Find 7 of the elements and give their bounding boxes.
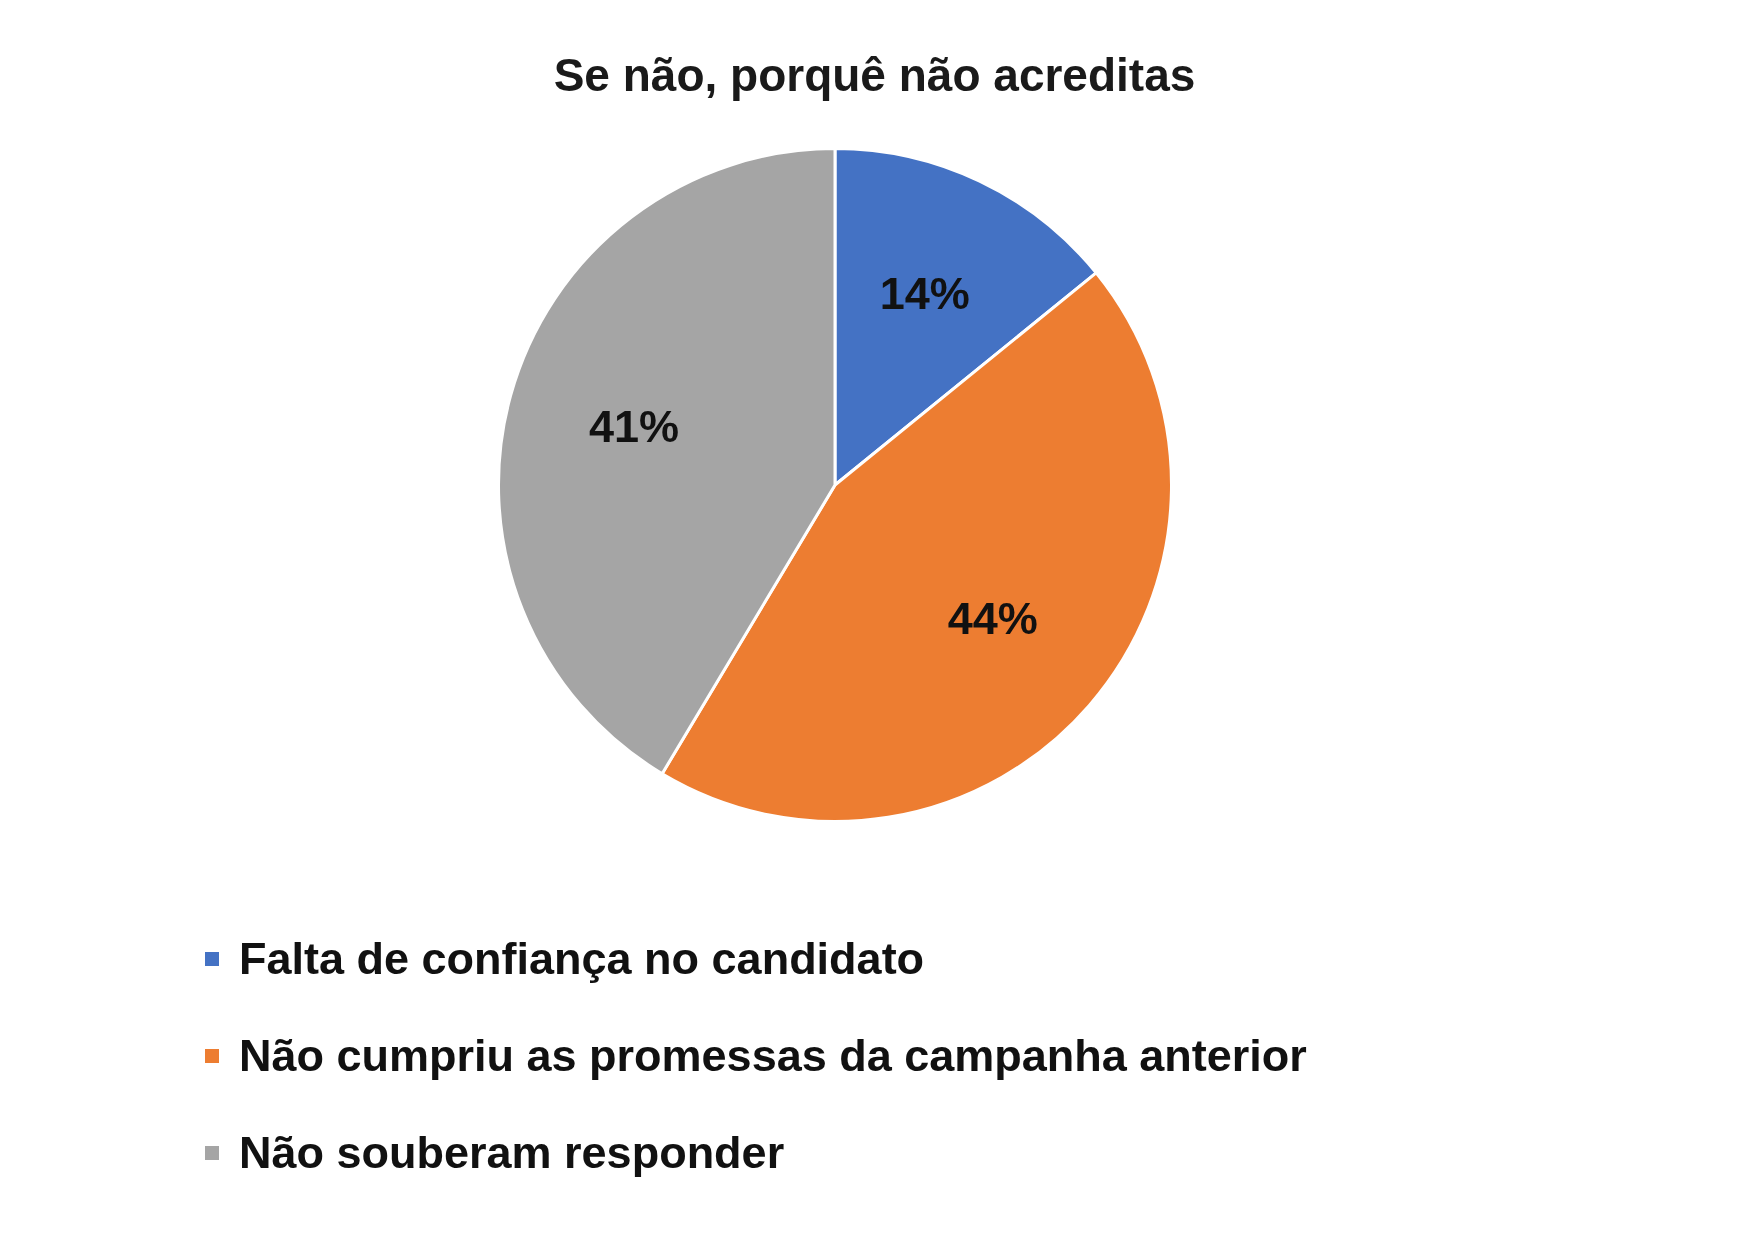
legend-label: Não cumpriu as promessas da campanha anterior [239, 1029, 1307, 1082]
data-label: 14% [879, 268, 970, 320]
legend-label: Falta de confiança no candidato [239, 932, 925, 985]
data-label: 44% [947, 593, 1038, 645]
chart-title: Se não, porquê não acreditas [552, 48, 1197, 102]
data-label: 41% [588, 400, 679, 452]
legend-label: Não souberam responder [239, 1126, 785, 1179]
